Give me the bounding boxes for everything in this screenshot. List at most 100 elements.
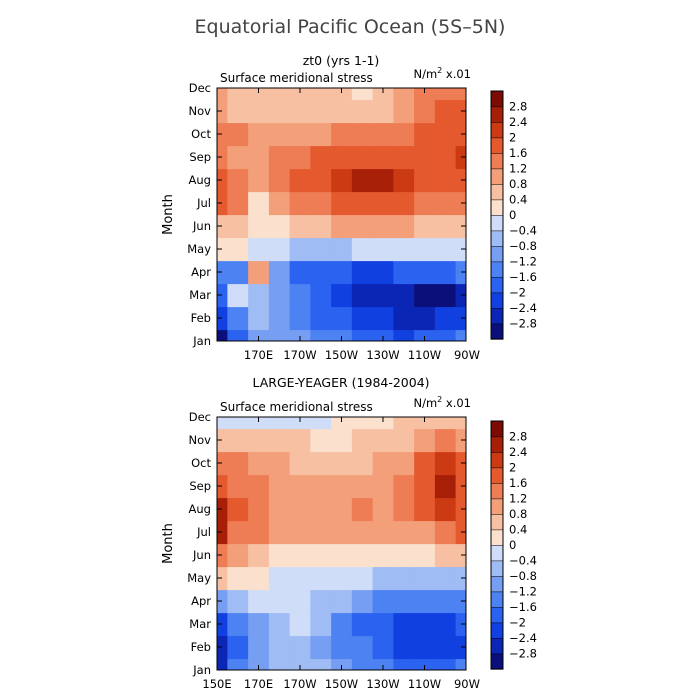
heatmap-cell (455, 306, 466, 331)
heatmap-cell (351, 635, 374, 660)
colorbar-swatch (490, 560, 504, 577)
colorbar-label: 0 (509, 208, 516, 222)
heatmap-cell (227, 191, 249, 216)
heatmap-cell (372, 260, 394, 285)
heatmap-cell (393, 417, 415, 430)
heatmap-cell (414, 520, 436, 545)
heatmap-cell (351, 329, 374, 341)
heatmap-cell (414, 191, 436, 216)
heatmap-cell (217, 88, 228, 101)
y-tick-label: Aug (189, 502, 211, 516)
heatmap-cell (248, 451, 270, 476)
panel-title: zt0 (yrs 1-1) (303, 53, 380, 68)
x-tick-label: 130W (366, 677, 399, 691)
heatmap-cell (434, 306, 457, 331)
heatmap-cell (310, 122, 332, 147)
heatmap-cell (351, 612, 374, 637)
colorbar-label: 0.8 (509, 177, 527, 191)
heatmap-cell (372, 99, 394, 124)
heatmap-cell (310, 428, 332, 453)
heatmap-cell (289, 428, 311, 453)
heatmap-cell (289, 635, 311, 660)
heatmap-cell (310, 260, 332, 285)
heatmap-cell (372, 191, 394, 216)
heatmap-cell (217, 237, 228, 262)
heatmap-cell (455, 283, 466, 308)
heatmap-cell (393, 214, 415, 239)
heatmap-cell (393, 191, 415, 216)
heatmap-cell (434, 417, 457, 430)
heatmap-cell (248, 145, 270, 170)
heatmap-cell (217, 214, 228, 239)
heatmap-cell (455, 497, 466, 522)
heatmap-cell (227, 122, 249, 147)
heatmap-cell (310, 635, 332, 660)
heatmap-cell (455, 329, 466, 341)
heatmap-cell (414, 612, 436, 637)
heatmap-cell (268, 566, 291, 591)
heatmap-cell (217, 520, 228, 545)
heatmap-cell (331, 283, 353, 308)
heatmap-cell (434, 474, 457, 499)
heatmap-cell (393, 88, 415, 101)
heatmap-cell (351, 417, 374, 430)
heatmap-cell (434, 612, 457, 637)
colorbar-swatch (490, 90, 504, 108)
heatmap-cell (289, 329, 311, 341)
y-tick-label: Feb (191, 311, 211, 325)
heatmap-cell (351, 520, 374, 545)
x-tick-label: 150W (325, 348, 358, 362)
heatmap-cells (217, 417, 466, 670)
heatmap-cell (351, 566, 374, 591)
heatmap-cell (393, 658, 415, 670)
colorbar-label: 2.4 (509, 115, 527, 129)
heatmap-cell (434, 329, 457, 341)
heatmap-cell (372, 428, 394, 453)
heatmap-cell (455, 474, 466, 499)
colorbar-label: −2 (509, 616, 526, 630)
x-tick-label: 170W (283, 677, 316, 691)
heatmap-cell (217, 451, 228, 476)
colorbar-label: 1.6 (509, 146, 527, 160)
heatmap-cell (455, 214, 466, 239)
figure-title: Equatorial Pacific Ocean (5S–5N) (195, 16, 506, 38)
heatmap-cell (310, 283, 332, 308)
heatmap-cell (248, 191, 270, 216)
heatmap-cell (227, 589, 249, 614)
heatmap-cell (268, 474, 291, 499)
heatmap-cell (268, 283, 291, 308)
x-tick-label: 170W (283, 348, 316, 362)
colorbar-frame (490, 420, 504, 670)
heatmap-cell (331, 329, 353, 341)
heatmap-cell (331, 260, 353, 285)
heatmap-cell (393, 497, 415, 522)
heatmap-cell (434, 214, 457, 239)
heatmap-cell (372, 520, 394, 545)
heatmap-cell (248, 329, 270, 341)
heatmap-cell (268, 168, 291, 193)
heatmap-cell (331, 566, 353, 591)
heatmap-cell (227, 417, 249, 430)
y-tick-label: May (187, 571, 211, 585)
heatmap-cell (310, 237, 332, 262)
x-tick-label: 130W (366, 348, 399, 362)
heatmap-cell (351, 543, 374, 568)
heatmap-cell (331, 635, 353, 660)
heatmap-cell (414, 497, 436, 522)
colorbar-label: 2.4 (509, 445, 527, 459)
heatmap-cell (268, 99, 291, 124)
heatmap-cell (372, 306, 394, 331)
heatmap-cell (248, 88, 270, 101)
colorbar: −2.8−2.4−2−1.6−1.2−0.8−0.400.40.81.21.62… (490, 90, 537, 340)
heatmap-cell (331, 145, 353, 170)
heatmap-cell (268, 612, 291, 637)
y-tick-label: Nov (189, 433, 212, 447)
heatmap-cell (248, 566, 270, 591)
heatmap-cell (227, 451, 249, 476)
heatmap-cell (217, 635, 228, 660)
colorbar-label: −2 (509, 286, 526, 300)
heatmap-cell (227, 428, 249, 453)
heatmap-cell (268, 417, 291, 430)
units-label: N/m2 x.01 (413, 395, 471, 410)
